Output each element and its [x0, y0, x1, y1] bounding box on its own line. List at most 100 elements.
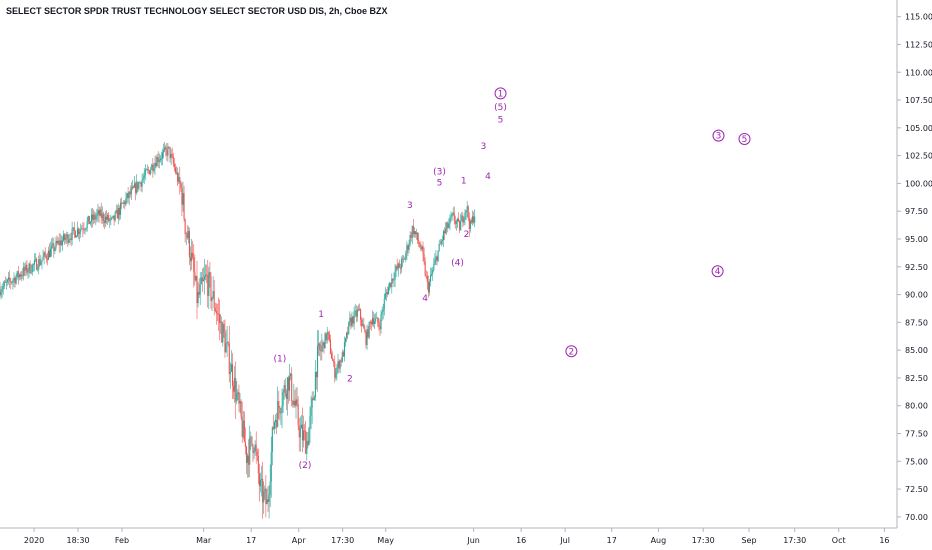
candle-body — [335, 372, 337, 378]
candle-body — [96, 213, 98, 217]
circled-wave-label[interactable]: 5 — [738, 132, 751, 145]
candle-body — [185, 233, 187, 235]
candle-body — [33, 260, 35, 265]
price-tick-label: 80.00 — [905, 402, 928, 411]
candle-body — [31, 264, 33, 273]
candle-body — [29, 263, 31, 273]
wave-label[interactable]: (1) — [273, 354, 286, 364]
price-axis[interactable]: 115.00 112.50 110.00 107.50 105.00 102.50 100.… — [897, 13, 932, 522]
wave-circle — [565, 345, 578, 358]
candle-body — [83, 229, 85, 231]
candle-body — [215, 310, 217, 314]
candle-body — [54, 248, 56, 252]
candle-body — [32, 264, 34, 266]
wave-label[interactable]: 3 — [407, 201, 413, 211]
candle-body — [244, 441, 246, 447]
circled-wave-label[interactable]: 1 — [494, 87, 507, 100]
candle-body — [446, 222, 448, 229]
wave-label[interactable]: 5 — [498, 115, 504, 125]
circled-wave-label[interactable]: 2 — [565, 345, 578, 358]
candle-body — [145, 169, 147, 171]
wave-label[interactable]: (5) — [494, 103, 507, 113]
candle-body — [340, 360, 342, 362]
candle-body — [98, 210, 100, 216]
candle-body — [115, 209, 117, 213]
candle-body — [474, 216, 476, 223]
time-axis[interactable]: 2020 18:30 Feb Mar 17 Apr 17:30 May Jun 16 Jul 17 Au… — [24, 528, 890, 545]
candle-body — [456, 218, 459, 222]
candle-body — [279, 407, 281, 414]
wave-label[interactable]: (2) — [299, 461, 312, 471]
candle-body — [253, 451, 255, 453]
candle-body — [99, 209, 101, 216]
candle-body — [292, 400, 294, 405]
candle-body — [266, 499, 268, 505]
candle-body — [67, 234, 69, 243]
candle-body — [27, 270, 29, 273]
candle-body — [313, 397, 315, 401]
candle-body — [59, 240, 61, 246]
wave-label[interactable]: 1 — [318, 310, 324, 320]
wave-circle — [738, 132, 751, 145]
candle-body — [93, 214, 95, 220]
candle-body — [236, 394, 238, 402]
wave-label[interactable]: 5 — [437, 179, 443, 189]
candle-body — [285, 393, 287, 399]
candle-body — [23, 267, 25, 276]
candle-body — [216, 313, 218, 315]
candle-body — [175, 172, 178, 174]
candle-body — [275, 419, 277, 423]
candle-body — [308, 428, 310, 446]
candle-body — [28, 263, 30, 271]
candle-body — [248, 455, 250, 465]
candle-body — [180, 183, 182, 189]
candle-body — [453, 212, 455, 221]
wave-label[interactable]: 2 — [464, 230, 470, 240]
candle-body — [44, 252, 46, 256]
candle-body — [166, 149, 168, 156]
candle-body — [114, 212, 116, 221]
candle-body — [254, 444, 256, 452]
candle-body — [243, 420, 245, 442]
candle-body — [122, 203, 124, 204]
candle-body — [181, 188, 183, 205]
time-tick-label: 17:30 — [331, 536, 354, 545]
candle-body — [281, 405, 283, 413]
candle-body — [386, 292, 389, 295]
candle-body — [451, 213, 453, 217]
circled-wave-label[interactable]: 4 — [711, 265, 724, 278]
candle-body — [449, 217, 451, 224]
candle-body — [372, 318, 375, 325]
candle-body — [26, 264, 28, 273]
candle-body — [338, 361, 340, 369]
wave-label[interactable]: (3) — [433, 168, 446, 178]
wave-label[interactable]: 4 — [485, 172, 491, 182]
wave-circle — [712, 129, 725, 142]
candle-body — [264, 488, 266, 492]
wave-label[interactable]: 1 — [461, 176, 467, 186]
candle-body — [268, 495, 270, 503]
wave-label[interactable]: 2 — [347, 374, 353, 384]
candle-body — [239, 401, 241, 404]
candle-body — [113, 215, 115, 221]
candle-body — [126, 193, 128, 199]
candle-body — [250, 436, 252, 438]
candle-body — [139, 182, 141, 184]
circled-wave-label[interactable]: 3 — [712, 129, 725, 142]
time-tick-label: Aug — [651, 536, 667, 545]
candle-body — [158, 160, 160, 163]
time-tick-label: 2020 — [24, 536, 44, 545]
wave-label[interactable]: 4 — [422, 294, 428, 304]
wave-label[interactable]: 3 — [481, 142, 487, 152]
candle-body — [300, 424, 302, 429]
candle-body — [258, 473, 260, 487]
candle-body — [81, 228, 83, 230]
candle-body — [18, 274, 20, 278]
candle-body — [128, 191, 130, 199]
candle-body — [205, 274, 207, 277]
wave-label[interactable]: (4) — [451, 259, 464, 269]
candle-body — [238, 392, 240, 404]
time-tick-label: Jun — [466, 536, 480, 545]
